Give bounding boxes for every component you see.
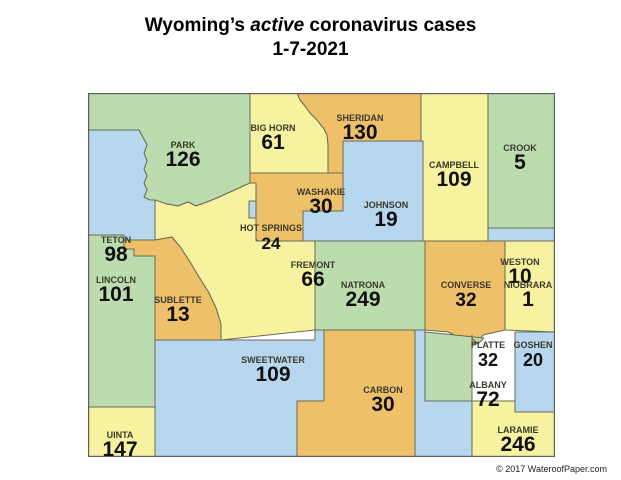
svg-text:98: 98	[104, 243, 128, 266]
svg-text:66: 66	[301, 268, 324, 291]
svg-text:109: 109	[255, 363, 290, 386]
svg-text:13: 13	[166, 303, 189, 326]
svg-text:HOT SPRINGS: HOT SPRINGS	[240, 223, 302, 233]
svg-text:126: 126	[165, 148, 200, 171]
svg-text:32: 32	[455, 290, 476, 311]
svg-text:19: 19	[374, 208, 397, 231]
svg-text:24: 24	[262, 234, 281, 253]
svg-text:147: 147	[102, 438, 137, 457]
svg-text:130: 130	[342, 121, 377, 144]
svg-text:GOSHEN: GOSHEN	[513, 340, 552, 350]
svg-text:72: 72	[476, 388, 499, 411]
svg-text:61: 61	[261, 131, 285, 154]
svg-text:30: 30	[371, 393, 394, 416]
svg-text:5: 5	[514, 151, 526, 174]
svg-text:20: 20	[523, 350, 543, 370]
svg-text:109: 109	[436, 168, 471, 191]
svg-text:PLATTE: PLATTE	[471, 340, 505, 350]
svg-text:246: 246	[500, 433, 535, 456]
svg-text:32: 32	[478, 350, 498, 370]
svg-text:CONVERSE: CONVERSE	[441, 280, 492, 290]
svg-text:249: 249	[345, 288, 380, 311]
svg-text:30: 30	[309, 195, 332, 218]
svg-text:101: 101	[98, 283, 133, 306]
svg-text:1: 1	[522, 288, 534, 311]
